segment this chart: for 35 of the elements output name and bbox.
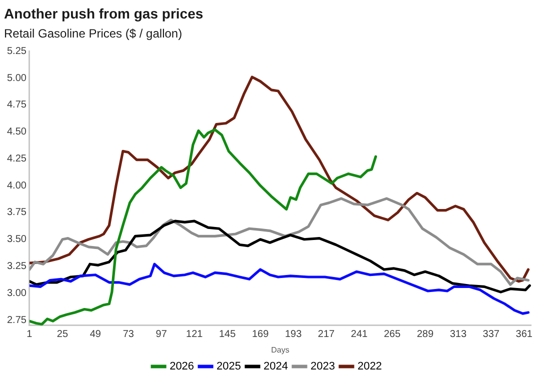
x-tick-label: 193 <box>284 329 302 340</box>
x-tick-label: 337 <box>482 329 500 340</box>
x-tick-label: 217 <box>318 329 336 340</box>
x-tick-label: 145 <box>218 329 236 340</box>
x-tick-label: 313 <box>450 329 467 340</box>
x-axis-title: Days <box>271 345 290 354</box>
y-tick-label: 4.75 <box>6 100 27 111</box>
y-tick-label: 3.25 <box>6 261 27 272</box>
chart-subtitle: Retail Gasoline Prices ($ / gallon) <box>4 26 182 40</box>
y-tick-label: 4.00 <box>6 180 27 192</box>
y-tick-label: 3.75 <box>6 207 27 218</box>
x-tick-label: 265 <box>384 329 401 340</box>
legend-label: 2025 <box>216 360 242 373</box>
x-tick-label: 49 <box>90 329 102 340</box>
x-tick-label: 241 <box>350 329 368 340</box>
x-tick-label: 289 <box>416 329 434 340</box>
x-tick-label: 361 <box>516 329 533 340</box>
x-tick-label: 169 <box>252 329 270 340</box>
x-tick-label: 121 <box>186 329 204 340</box>
y-tick-label: 5.00 <box>6 72 27 84</box>
legend-label: 2022 <box>357 360 382 373</box>
y-tick-label: 4.50 <box>6 126 27 138</box>
y-tick-label: 4.25 <box>6 153 27 164</box>
y-tick-label: 5.25 <box>6 46 27 57</box>
y-tick-label: 2.75 <box>6 314 27 326</box>
y-tick-label: 3.50 <box>6 234 27 246</box>
x-tick-label: 73 <box>122 329 134 340</box>
y-tick-label: 3.00 <box>6 288 27 299</box>
legend-label: 2023 <box>310 360 335 373</box>
legend-label: 2024 <box>264 360 288 373</box>
x-tick-label: 25 <box>56 329 68 340</box>
chart-title: Another push from gas prices <box>4 5 204 22</box>
x-tick-label: 97 <box>156 329 168 340</box>
x-tick-label: 1 <box>26 329 33 340</box>
legend-label: 2026 <box>170 360 194 373</box>
